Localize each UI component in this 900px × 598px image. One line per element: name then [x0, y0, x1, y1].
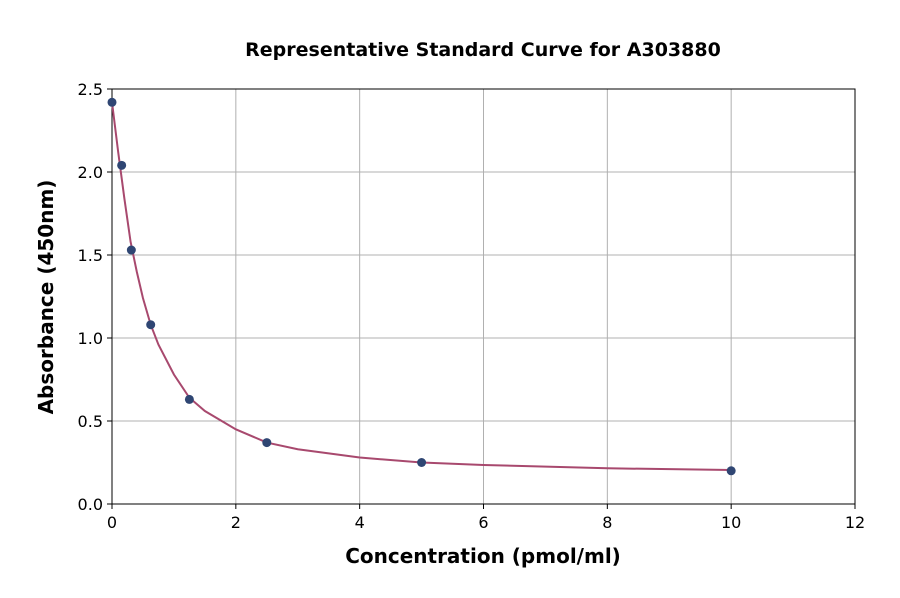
data-point	[417, 458, 427, 467]
y-axis-label: Absorbance (450nm)	[34, 180, 58, 415]
y-tick-label: 0.5	[78, 412, 103, 431]
x-tick-label: 2	[231, 513, 241, 532]
y-tick-label: 1.0	[78, 329, 103, 348]
x-tick-label: 6	[478, 513, 488, 532]
y-tick-label: 2.5	[78, 80, 103, 99]
data-point	[184, 394, 194, 404]
y-tick-label: 0.0	[78, 495, 103, 514]
y-tick-label: 1.5	[78, 246, 103, 265]
x-axis-label: Concentration (pmol/ml)	[345, 544, 621, 568]
data-point	[262, 438, 272, 448]
x-tick-label: 8	[602, 513, 612, 532]
x-tick-label: 0	[107, 513, 117, 532]
plot-frame	[111, 88, 856, 505]
data-point	[126, 245, 136, 255]
data-point	[146, 320, 156, 330]
x-tick-label: 4	[355, 513, 365, 532]
data-point	[107, 97, 117, 107]
x-tick-label: 12	[845, 513, 865, 532]
y-tick-label: 2.0	[78, 163, 103, 182]
data-point	[117, 160, 127, 170]
x-tick-label: 10	[721, 513, 741, 532]
data-point	[726, 466, 736, 476]
chart-title: Representative Standard Curve for A30388…	[245, 39, 721, 61]
